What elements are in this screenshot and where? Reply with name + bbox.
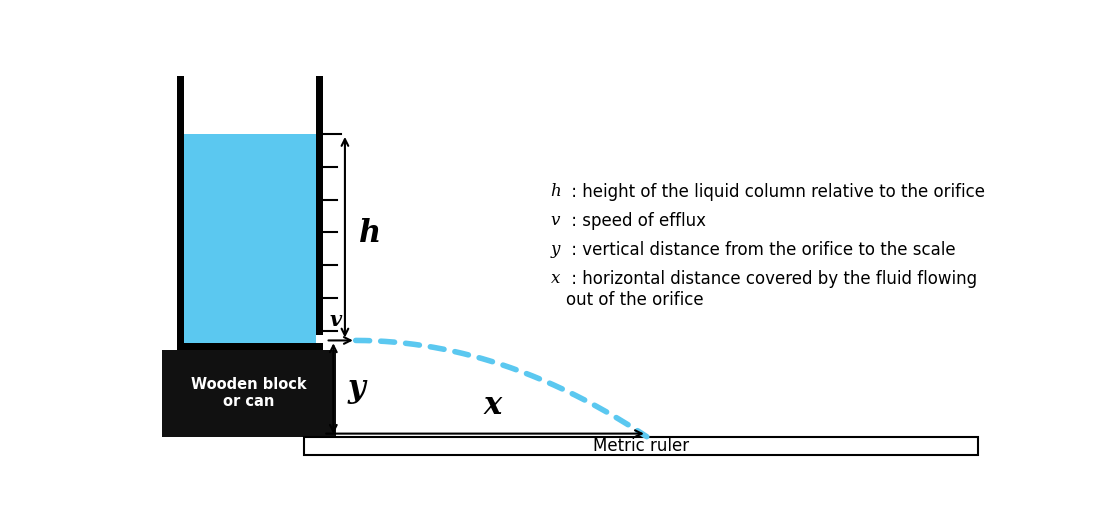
Polygon shape: [184, 134, 316, 343]
Text: : horizontal distance covered by the fluid flowing: : horizontal distance covered by the flu…: [566, 270, 977, 288]
Text: out of the orifice: out of the orifice: [566, 291, 704, 309]
Text: y: y: [551, 241, 560, 258]
Text: Metric ruler: Metric ruler: [593, 437, 689, 455]
Text: x: x: [484, 389, 502, 421]
Polygon shape: [316, 346, 323, 350]
Text: : vertical distance from the orifice to the scale: : vertical distance from the orifice to …: [566, 241, 955, 259]
Text: h: h: [359, 218, 381, 249]
Polygon shape: [316, 76, 323, 335]
Text: x: x: [551, 270, 560, 287]
Text: Wooden block
or can: Wooden block or can: [191, 377, 307, 409]
Text: y: y: [347, 373, 365, 404]
Text: : speed of efflux: : speed of efflux: [566, 212, 706, 230]
Bar: [162, 350, 336, 437]
Text: h: h: [551, 182, 561, 200]
Text: v: v: [330, 310, 342, 330]
Text: v: v: [551, 212, 560, 229]
Bar: [304, 437, 977, 455]
Text: : height of the liquid column relative to the orifice: : height of the liquid column relative t…: [566, 182, 985, 201]
Polygon shape: [178, 76, 184, 350]
Polygon shape: [178, 343, 323, 350]
